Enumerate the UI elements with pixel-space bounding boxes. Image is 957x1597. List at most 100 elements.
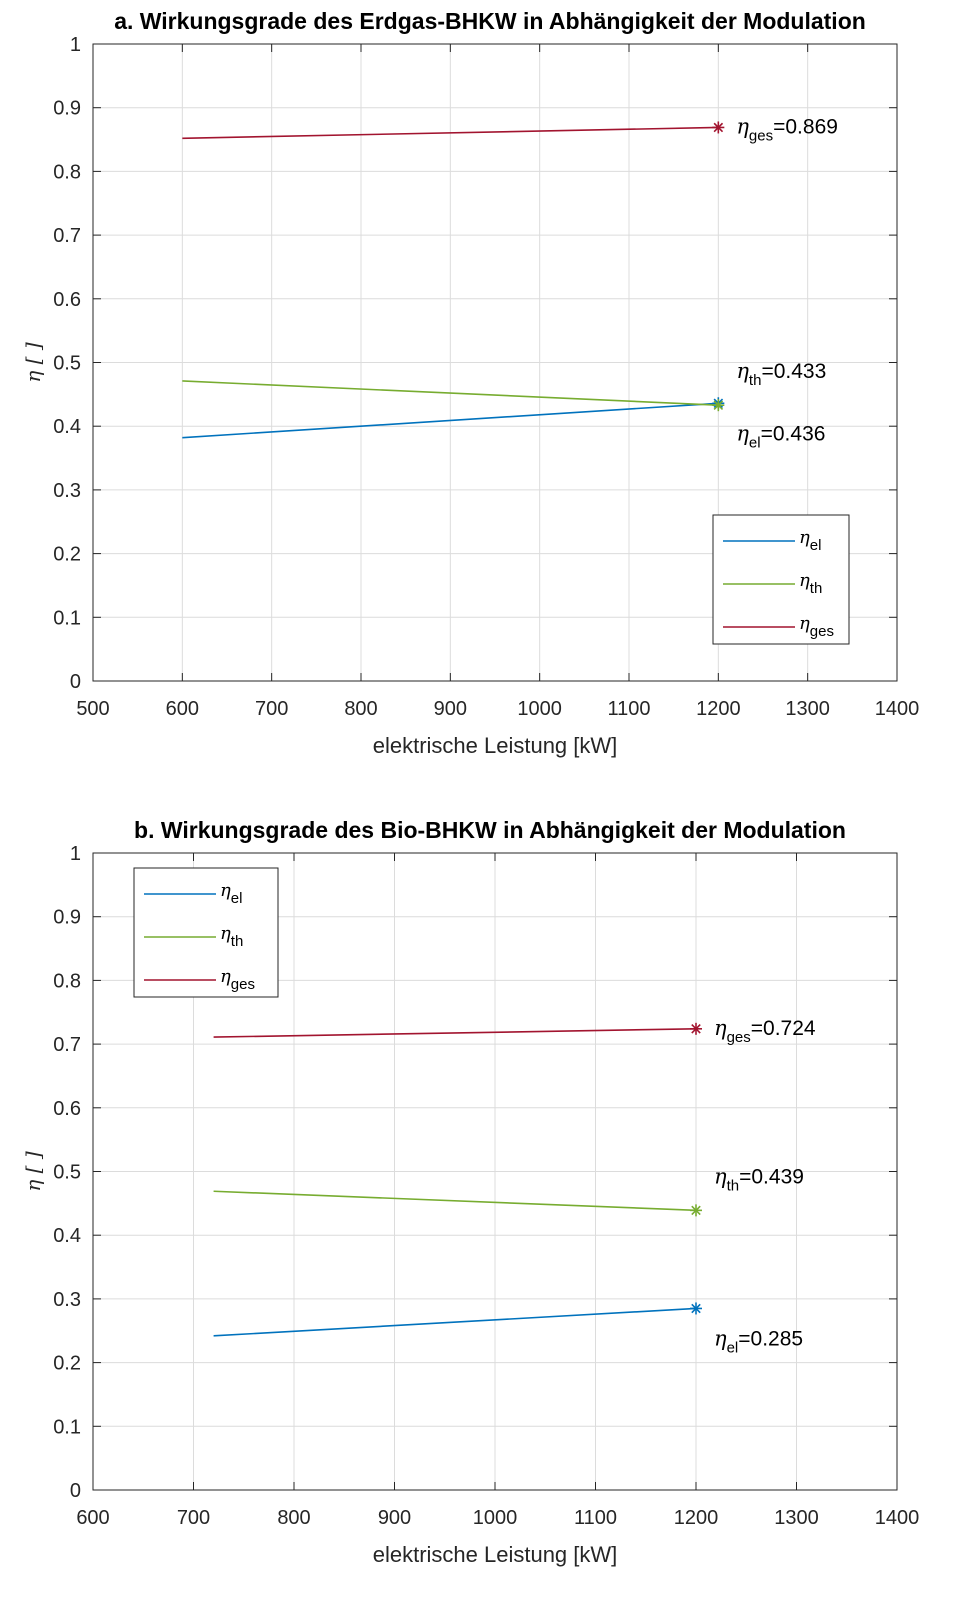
y-tick-label: 0.9 (53, 907, 81, 929)
y-tick-label: 0.3 (53, 480, 81, 502)
marker-stroke (713, 122, 724, 133)
chart-title: a. Wirkungsgrade des Erdgas-BHKW in Abhä… (114, 8, 866, 34)
value-text: =0.724 (751, 1017, 816, 1040)
annotation-th: ηth=0.433 (736, 359, 826, 389)
x-tick-label: 700 (177, 1507, 210, 1529)
legend-label-el: ηel (799, 527, 821, 554)
eta-subscript: th (727, 1177, 740, 1194)
legend-label-el: ηel (220, 880, 242, 907)
x-tick-label: 1400 (875, 1507, 920, 1529)
value-text: =0.433 (761, 360, 826, 383)
y-tick-label: 0.2 (53, 544, 81, 566)
eta-subscript: th (749, 372, 762, 389)
y-tick-label: 0.8 (53, 970, 81, 992)
legend-box (712, 514, 850, 645)
y-tick-label: 0.7 (53, 225, 81, 247)
series-line-th (182, 380, 719, 406)
y-tick-label: 1 (70, 843, 81, 865)
x-tick-label: 1300 (785, 698, 830, 720)
y-tick-label: 0.4 (53, 1225, 81, 1247)
eta-symbol: η (714, 1016, 727, 1040)
value-text: =0.439 (739, 1165, 804, 1188)
eta-subscript: ges (749, 127, 773, 144)
series-line-ges (213, 1028, 697, 1038)
eta-symbol: η (220, 966, 231, 987)
eta-symbol: η (736, 421, 749, 445)
value-text: =0.285 (738, 1327, 803, 1350)
y-axis-label: η [ ] (21, 1151, 45, 1192)
y-tick-label: 0.5 (53, 1162, 81, 1184)
x-tick-label: 1100 (607, 698, 650, 720)
y-tick-label: 0.6 (53, 289, 81, 311)
chart-b: 600 700 800 900 1000 1100 1200 1300 1400 0 0.1 0.2 0… (21, 817, 919, 1567)
x-tick-label: 600 (76, 1507, 109, 1529)
series-line-th (213, 1190, 697, 1212)
x-tick-label: 1400 (875, 698, 920, 720)
y-tick-label: 1 (70, 34, 81, 56)
x-tick-label: 700 (255, 698, 288, 720)
x-tick-label: 900 (434, 698, 467, 720)
eta-subscript: el (231, 890, 243, 907)
annotation-el: ηel=0.436 (736, 421, 825, 451)
legend-label-ges: ηges (799, 613, 834, 640)
marker-stroke (691, 1303, 701, 1314)
series-marker-ges (690, 1022, 702, 1035)
x-tick-label: 600 (166, 698, 199, 720)
eta-symbol: η (736, 114, 749, 138)
annotation-ges: ηges=0.869 (736, 114, 838, 144)
eta-subscript: th (231, 933, 244, 950)
y-tick-label: 0.2 (53, 1353, 81, 1375)
annotation-ges: ηges=0.724 (714, 1016, 816, 1046)
y-tick-label: 0 (70, 1480, 81, 1502)
y-tick-label: 0.9 (53, 98, 81, 120)
series-marker-el (690, 1302, 702, 1315)
y-axis-label: η [ ] (21, 342, 45, 383)
y-tick-label: 0.1 (53, 1416, 81, 1438)
marker-stroke (713, 400, 724, 410)
x-axis-label: elektrische Leistung [kW] (373, 1542, 618, 1567)
x-tick-label: 900 (378, 1507, 411, 1529)
eta-subscript: el (749, 434, 761, 451)
x-tick-label: 1100 (574, 1507, 617, 1529)
eta-symbol: η (220, 880, 231, 901)
series-line-el (213, 1307, 697, 1337)
legend-label-ges: ηges (220, 966, 255, 993)
eta-subscript: ges (727, 1029, 751, 1046)
y-tick-label: 0.4 (53, 416, 81, 438)
y-tick-label: 0.7 (53, 1034, 81, 1056)
y-tick-label: 0.6 (53, 1098, 81, 1120)
legend-label-th: ηth (220, 923, 243, 950)
value-text: =0.436 (761, 422, 826, 445)
x-tick-label: 500 (76, 698, 109, 720)
eta-symbol: η (799, 613, 810, 634)
eta-symbol: η (220, 923, 231, 944)
x-tick-label: 1000 (473, 1507, 518, 1529)
y-tick-label: 0.1 (53, 607, 81, 629)
eta-symbol: η (714, 1164, 727, 1188)
y-tick-label: 0.5 (53, 353, 81, 375)
series-marker-ges (712, 121, 725, 134)
eta-symbol: η (799, 570, 810, 591)
eta-subscript: el (810, 537, 822, 554)
eta-symbol: η (799, 527, 810, 548)
series-line-el (182, 402, 719, 439)
eta-subscript: ges (810, 623, 834, 640)
legend-box (133, 867, 279, 998)
eta-subscript: el (727, 1339, 739, 1356)
marker-stroke (691, 1024, 701, 1034)
x-tick-label: 1200 (696, 698, 741, 720)
y-tick-label: 0.3 (53, 1289, 81, 1311)
series-line-ges (182, 126, 719, 140)
x-axis-label: elektrische Leistung [kW] (373, 733, 618, 758)
chart-title: b. Wirkungsgrade des Bio-BHKW in Abhängi… (134, 817, 846, 843)
x-tick-label: 1200 (674, 1507, 719, 1529)
series-marker-th (712, 399, 725, 412)
x-tick-label: 800 (277, 1507, 310, 1529)
eta-symbol: η (736, 359, 749, 383)
annotation-th: ηth=0.439 (714, 1164, 804, 1194)
y-tick-label: 0 (70, 671, 81, 693)
eta-subscript: ges (231, 976, 255, 993)
